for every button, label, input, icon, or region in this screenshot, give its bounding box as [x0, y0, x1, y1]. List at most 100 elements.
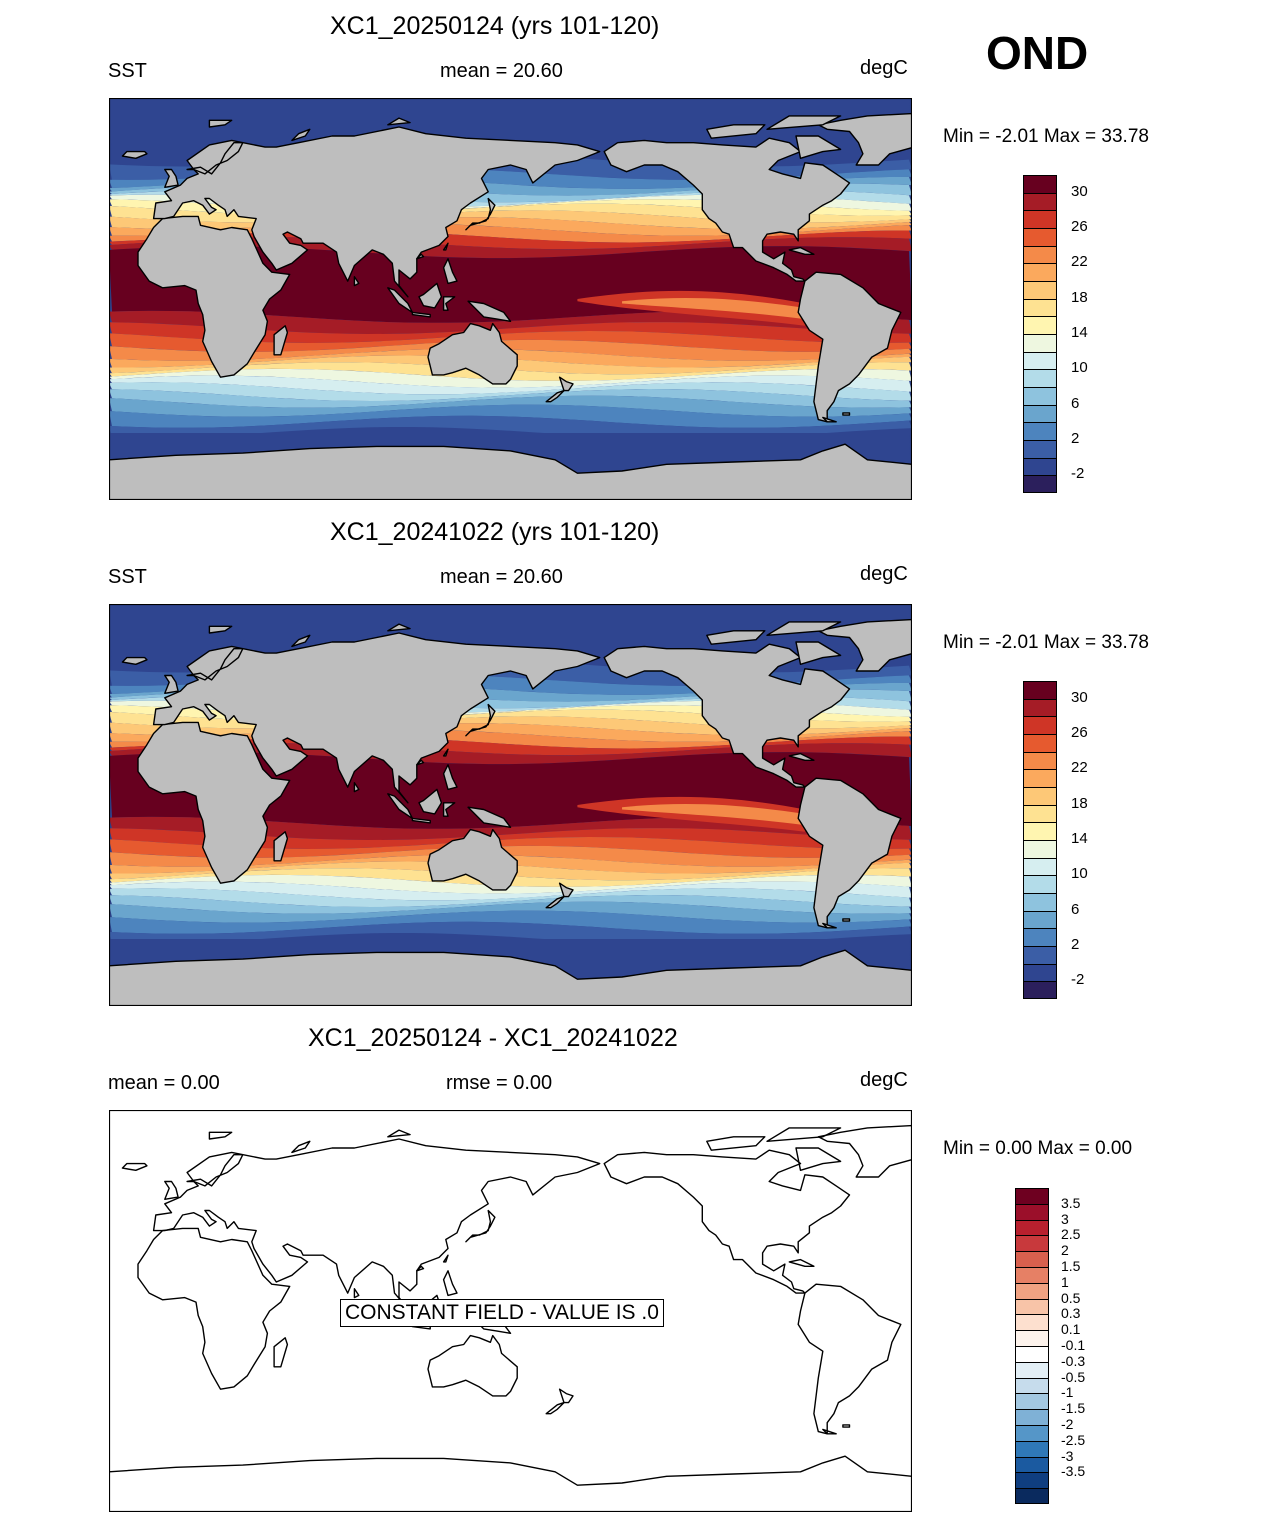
colorbar-swatch — [1015, 1472, 1049, 1489]
colorbar-swatch — [1023, 875, 1057, 894]
landmass-japan — [465, 197, 496, 231]
landmass-sulawesi — [442, 802, 456, 817]
colorbar-swatch — [1015, 1314, 1049, 1331]
season-label: OND — [986, 27, 1089, 79]
landmass-newZealandS — [545, 895, 565, 909]
colorbar-tick-label: -2.5 — [1061, 1431, 1086, 1448]
colorbar-tick-label: -1.5 — [1061, 1400, 1086, 1417]
colorbar-swatch — [1023, 804, 1057, 823]
landmass-baffin — [795, 641, 842, 665]
colorbar-swatch — [1023, 387, 1057, 406]
colorbar-tick-label: -0.1 — [1061, 1337, 1086, 1353]
colorbar-swatch — [1023, 228, 1057, 247]
sst-band — [109, 382, 912, 401]
colorbar-tick-label: 1 — [1061, 1273, 1069, 1290]
landmass-newZealand — [558, 882, 574, 898]
landmass-arctic3 — [291, 634, 311, 648]
panel-3-minmax: Min = 0.00 Max = 0.00 — [943, 1138, 1133, 1159]
colorbar-swatch — [1023, 351, 1057, 370]
colorbar-tick-label: 30 — [1071, 688, 1088, 706]
landmass-africa — [137, 215, 291, 378]
colorbar-swatch — [1015, 1235, 1049, 1252]
colorbar-swatch — [1015, 1188, 1049, 1205]
landmass-arctic5 — [387, 1129, 411, 1138]
landmass-antarctica — [109, 1455, 912, 1512]
colorbar-swatch — [1015, 1251, 1049, 1268]
colorbar-tick-label: 26 — [1071, 218, 1088, 235]
landmass-falkland — [842, 1424, 851, 1428]
colorbar-swatch — [1023, 734, 1057, 753]
landmass-northAmerica — [603, 137, 851, 282]
sst-band — [109, 828, 912, 849]
colorbar-swatch — [1015, 1488, 1049, 1505]
colorbar-tick-label: 6 — [1071, 394, 1080, 412]
landmass-arctic1 — [706, 124, 766, 139]
landmass-cuba — [788, 1258, 815, 1267]
colorbar-tick-label: -2 — [1071, 465, 1085, 483]
colorbar-tick-label: 14 — [1071, 830, 1088, 847]
colorbar-swatch — [1023, 698, 1057, 717]
colorbar-tick-label: 0.5 — [1061, 1289, 1081, 1306]
sst-band — [109, 874, 912, 894]
colorbar-swatch — [1023, 334, 1057, 353]
landmass-newZealand — [558, 1388, 574, 1404]
landmass-falkland — [842, 918, 851, 922]
sst-band — [109, 389, 912, 408]
colorbar-swatch — [1023, 404, 1057, 423]
landmass-baffin — [795, 135, 842, 159]
sst-band — [109, 322, 912, 343]
colorbar-swatch — [1015, 1346, 1049, 1363]
colorbar-swatch — [1023, 963, 1057, 982]
sst-band — [109, 404, 912, 428]
panel-1-units-label: degC — [860, 57, 908, 79]
landmass-sumatra — [387, 793, 414, 820]
colorbar-swatch — [1023, 192, 1057, 211]
colorbar-swatch — [1023, 928, 1057, 947]
panel-1-variable-label: SST — [108, 60, 147, 82]
sst-band — [109, 816, 912, 840]
landmass-arctic4 — [208, 1131, 233, 1140]
colorbar-swatch — [1023, 681, 1057, 700]
sst-band — [109, 217, 912, 236]
landmass-borneo — [418, 788, 443, 815]
landmass-arctic2 — [766, 1127, 842, 1142]
landmass-northAmerica — [603, 1149, 851, 1294]
colorbar-tick-label: 3.5 — [1061, 1194, 1081, 1211]
sst-band — [109, 368, 912, 388]
landmass-sriLanka — [353, 782, 360, 793]
sst-band — [109, 395, 912, 417]
colorbar-swatch — [1023, 422, 1057, 441]
landmass-antarctica — [109, 949, 912, 1006]
landmass-philippines — [442, 1270, 458, 1297]
sst-band — [109, 716, 912, 736]
panel-2-variable-label: SST — [108, 566, 147, 588]
landmass-arctic2 — [766, 115, 842, 130]
landmass-iceland — [121, 150, 148, 159]
sst-cold-tongue-core — [622, 804, 805, 826]
colorbar-tick-label: 18 — [1071, 288, 1088, 306]
colorbar-swatch — [1015, 1377, 1049, 1394]
colorbar-tick-label: 22 — [1071, 759, 1088, 777]
colorbar-swatch — [1023, 840, 1057, 859]
colorbar-swatch — [1023, 245, 1057, 264]
landmass-southAmerica — [797, 1283, 902, 1435]
colorbar-swatch — [1015, 1393, 1049, 1410]
landmass-africa — [137, 721, 291, 884]
colorbar-tick-label: -0.3 — [1061, 1352, 1086, 1369]
landmass-fuego — [822, 1428, 837, 1435]
landmass-sulawesi — [442, 296, 456, 311]
sst-band — [109, 339, 912, 361]
colorbar-swatch — [1015, 1267, 1049, 1284]
sst-band — [109, 331, 912, 352]
colorbar-swatch — [1015, 1456, 1049, 1473]
landmass-arctic5 — [387, 117, 411, 126]
colorbar-swatch — [1023, 787, 1057, 806]
sst-cold-tongue-core — [622, 298, 805, 320]
landmass-britain — [164, 674, 179, 694]
colorbar-swatch — [1015, 1330, 1049, 1347]
landmass-taiwan — [442, 1254, 449, 1263]
sst-band — [109, 910, 912, 934]
sst-band — [109, 895, 912, 914]
panel-3-colorbar: 3.5 3 2.5 2 1.5 1 0.5 0.3 0.1 -0.1 -0.3 -0.5 -1 -1.5-… — [1015, 1188, 1085, 1505]
landmass-eurasia — [152, 1138, 601, 1310]
